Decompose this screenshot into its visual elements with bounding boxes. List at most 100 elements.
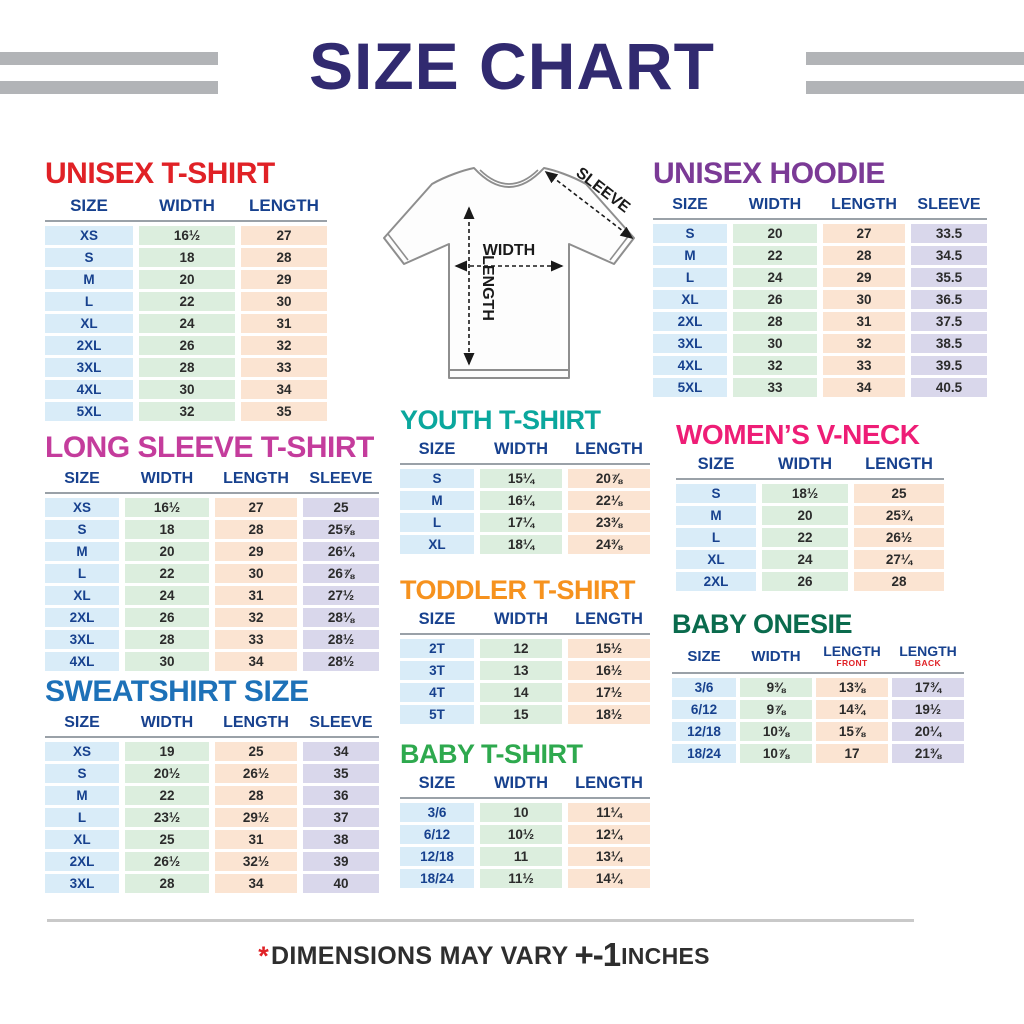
value-cell: 22 (125, 785, 209, 805)
column-header: LENGTH (575, 440, 643, 459)
value-cell: 25 (854, 484, 944, 504)
value-cell: 39 (303, 851, 379, 871)
table-row: XL 24 27¼ (676, 550, 944, 570)
value-cell: 29 (215, 541, 297, 561)
size-cell: L (400, 513, 474, 533)
value-cell: 31 (215, 829, 297, 849)
decor-bar (0, 81, 218, 94)
section-title: TODDLER T-SHIRT (400, 575, 636, 605)
size-cell: S (45, 763, 119, 783)
value-cell: 27½ (303, 585, 379, 605)
value-cell: 13⅜ (816, 678, 888, 698)
table-row: M 22 28 34.5 (653, 245, 987, 265)
table-row: XS 16½ 27 (45, 225, 327, 245)
size-cell: M (45, 541, 119, 561)
value-cell: 20 (733, 223, 817, 243)
table-row: 12/18 10⅜ 15⅞ 20¼ (672, 722, 964, 742)
table-row: 3T 13 16½ (400, 661, 650, 681)
size-cell: 4XL (653, 355, 727, 375)
table-row: L 22 26½ (676, 528, 944, 548)
value-cell: 18 (139, 247, 235, 267)
table-header-row: SIZE WIDTH LENGTH (400, 774, 650, 800)
size-cell: 4XL (45, 379, 133, 399)
value-cell: 27 (241, 225, 327, 245)
column-header: LENGTH BACK (899, 643, 957, 669)
size-cell: M (45, 269, 133, 289)
value-cell: 28½ (303, 629, 379, 649)
value-cell: 19 (125, 741, 209, 761)
table-row: L 24 29 35.5 (653, 267, 987, 287)
value-cell: 9⅞ (740, 700, 812, 720)
value-cell: 17 (816, 744, 888, 764)
table-row: 2XL 28 31 37.5 (653, 311, 987, 331)
length-label: LENGTH (479, 255, 496, 321)
value-cell: 36 (303, 785, 379, 805)
table-row: 4XL 30 34 (45, 379, 327, 399)
section-title: WOMEN’S V-NECK (676, 419, 920, 450)
value-cell: 30 (215, 563, 297, 583)
value-cell: 28 (215, 785, 297, 805)
value-cell: 35 (241, 401, 327, 421)
baby-onesie-table: SIZE WIDTH LENGTH FRONT LENGTH BACK 3/6 9⅜ 13⅜ 17… (672, 643, 964, 764)
table-row: 3XL 28 33 28½ (45, 629, 379, 649)
size-cell: S (400, 469, 474, 489)
column-header: SLEEVE (309, 713, 373, 731)
table-row: M 16¼ 22⅛ (400, 491, 650, 511)
value-cell: 28⅛ (303, 607, 379, 627)
toddler-tshirt-section: TODDLER T-SHIRT SIZE WIDTH LENGTH 2T 12 15½ 3T… (400, 575, 650, 725)
value-cell: 28 (733, 311, 817, 331)
size-cell: 2XL (45, 607, 119, 627)
size-cell: 12/18 (672, 722, 736, 742)
value-cell: 27 (215, 497, 297, 517)
value-cell: 9⅜ (740, 678, 812, 698)
value-cell: 22 (139, 291, 235, 311)
table-row: XS 19 25 34 (45, 741, 379, 761)
value-cell: 35 (303, 763, 379, 783)
section-title: YOUTH T-SHIRT (400, 405, 601, 435)
column-header: SIZE (64, 713, 100, 731)
table-header-row: SIZE WIDTH LENGTH (400, 610, 650, 636)
value-cell: 10⅞ (740, 744, 812, 764)
value-cell: 31 (215, 585, 297, 605)
value-cell: 15¼ (480, 469, 562, 489)
value-cell: 34 (303, 741, 379, 761)
value-cell: 17¼ (480, 513, 562, 533)
value-cell: 28 (241, 247, 327, 267)
table-row: M 20 25¾ (676, 506, 944, 526)
size-cell: 3T (400, 661, 474, 681)
value-cell: 20 (762, 506, 848, 526)
size-cell: 4T (400, 683, 474, 703)
size-cell: S (45, 247, 133, 267)
womens-vneck-table: SIZE WIDTH LENGTH S 18½ 25 M 20 25¾ L 22 26½ XL 24 27¼… (676, 455, 944, 592)
column-header: LENGTH (575, 774, 643, 793)
value-cell: 16½ (568, 661, 650, 681)
table-row: XL 24 31 (45, 313, 327, 333)
table-row: 3/6 10 11¼ (400, 803, 650, 823)
size-cell: 3XL (45, 873, 119, 893)
value-cell: 26 (733, 289, 817, 309)
size-cell: M (45, 785, 119, 805)
table-row: 18/24 11½ 14¼ (400, 869, 650, 889)
size-cell: M (676, 506, 756, 526)
value-cell: 34 (215, 651, 297, 671)
unisex-tshirt-section: UNISEX T-SHIRT SIZE WIDTH LENGTH XS 16½ 27 S 18… (45, 158, 327, 421)
column-header: WIDTH (493, 610, 549, 629)
baby-tshirt-section: BABY T-SHIRT SIZE WIDTH LENGTH 3/6 10 11¼ 6/12… (400, 740, 650, 889)
value-cell: 33 (241, 357, 327, 377)
value-cell: 26½ (854, 528, 944, 548)
value-cell: 33 (733, 377, 817, 397)
table-row: 2XL 26½ 32½ 39 (45, 851, 379, 871)
table-row: XL 24 31 27½ (45, 585, 379, 605)
value-cell: 34.5 (911, 245, 987, 265)
tshirt-outline (383, 167, 635, 379)
value-cell: 37 (303, 807, 379, 827)
table-row: 12/18 11 13¼ (400, 847, 650, 867)
column-header: SIZE (70, 195, 108, 215)
value-cell: 28 (823, 245, 905, 265)
unisex-tshirt-table: SIZE WIDTH LENGTH XS 16½ 27 S 18 28 M 20 29 L 22 30 XL 2… (45, 196, 327, 421)
size-cell: 2XL (676, 572, 756, 592)
decor-bar (0, 52, 218, 65)
long-sleeve-tshirt-table: SIZE WIDTH LENGTH SLEEVE XS 16½ 27 25 S 18 28 25⅝ M 2… (45, 470, 379, 671)
unisex-hoodie-table: SIZE WIDTH LENGTH SLEEVE S 20 27 33.5 M 22 28 34.5 L… (653, 196, 987, 397)
